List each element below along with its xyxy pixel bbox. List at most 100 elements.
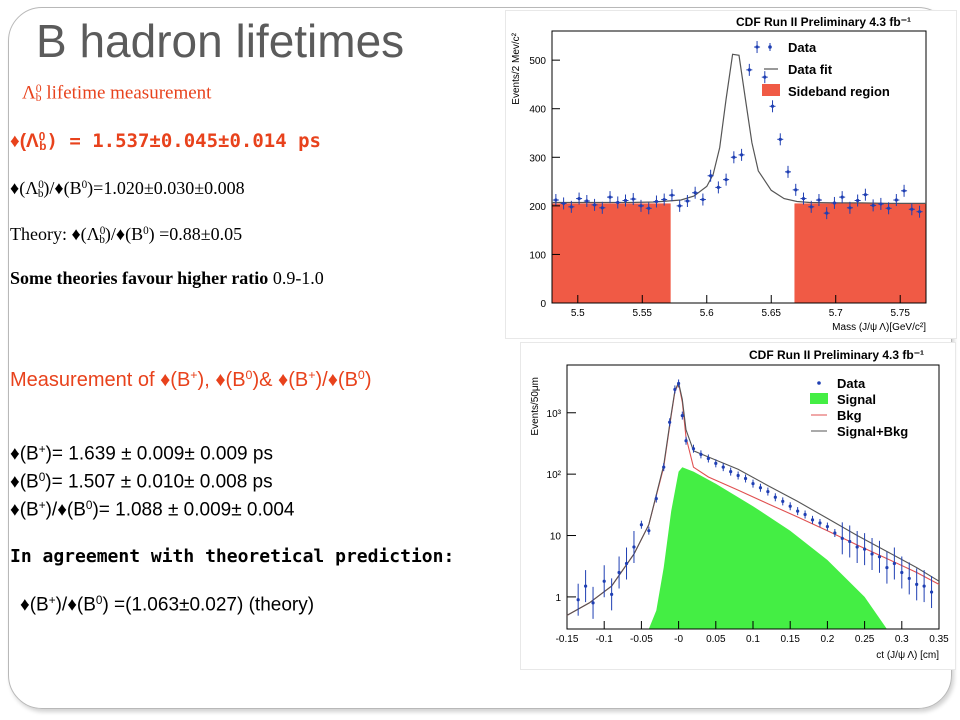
- y-tick-label: 300: [529, 153, 546, 164]
- data-point: [877, 555, 882, 559]
- data-point: [773, 495, 777, 499]
- data-point: [591, 601, 595, 605]
- data-point: [684, 439, 688, 443]
- data-point: [747, 68, 751, 72]
- data-point: [879, 202, 883, 206]
- data-point: [810, 518, 815, 522]
- legend-label-fit: Data fit: [788, 62, 833, 77]
- theory-b-line: ♦(B+)/♦(B0) =(1.063±0.027) (theory): [20, 594, 315, 616]
- data-point: [662, 465, 666, 469]
- data-point: [922, 584, 926, 588]
- data-point: [701, 197, 705, 202]
- data-point: [721, 465, 725, 469]
- measurement-heading: Measurement of ♦(B+), ♦(B0)& ♦(B+)/♦(B0): [10, 368, 372, 391]
- data-point: [894, 198, 898, 202]
- data-point: [794, 188, 798, 192]
- data-point: [870, 552, 874, 556]
- data-point: [801, 196, 806, 201]
- x-tick-label: 5.6: [700, 308, 714, 319]
- data-point: [871, 203, 875, 207]
- series-line-data-fit: [552, 53, 926, 204]
- data-point: [766, 489, 770, 494]
- data-point: [632, 545, 636, 549]
- y-tick-label: 0: [540, 299, 546, 310]
- ratio-line: ♦(Λ0b)/♦(B0)=1.020±0.030±0.008: [10, 178, 245, 200]
- legend-marker-data: [817, 381, 821, 385]
- data-point: [803, 512, 807, 517]
- data-point: [639, 204, 643, 208]
- data-point: [677, 381, 681, 386]
- data-point: [786, 170, 790, 174]
- b0-lifetime-line: ♦(B0)= 1.507 ± 0.010± 0.008 ps: [10, 471, 273, 493]
- ct-plot-panel: 1 10 10² 10³ -0.15 -0.1 -0.05 -0 0.05 0.1 0.15 0.2 0…: [520, 342, 956, 670]
- series-area-signal: [648, 467, 887, 629]
- data-point: [600, 206, 604, 210]
- data-point: [770, 104, 775, 108]
- data-point: [743, 476, 748, 481]
- slide-title: B hadron lifetimes: [36, 15, 405, 67]
- x-tick-label: 0.2: [820, 634, 834, 645]
- legend-label-total: Signal+Bkg: [837, 424, 908, 439]
- x-tick-label: 0.1: [746, 634, 760, 645]
- data-point: [840, 536, 844, 540]
- data-point: [758, 486, 763, 490]
- lambda-heading: Λ0b lifetime measurement: [22, 82, 212, 105]
- x-tick-label: -0.05: [630, 634, 653, 645]
- data-point: [729, 470, 733, 474]
- data-point: [724, 178, 728, 182]
- data-point: [817, 198, 821, 202]
- data-point: [584, 584, 588, 588]
- data-point: [668, 420, 672, 424]
- y-axis-label: Events/50μm: [530, 377, 541, 436]
- legend-label-data: Data: [837, 376, 866, 391]
- data-point: [631, 197, 635, 201]
- data-point: [796, 509, 800, 513]
- data-point: [848, 206, 852, 210]
- data-point: [863, 547, 867, 551]
- ct-distribution-chart: 1 10 10² 10³ -0.15 -0.1 -0.05 -0 0.05 0.1 0.15 0.2 0…: [530, 348, 949, 661]
- x-axis-label: Mass (J/ψ Λ)[GeV/c²]: [832, 322, 926, 333]
- data-point: [825, 524, 829, 529]
- data-point: [680, 413, 684, 418]
- data-point: [569, 205, 573, 209]
- data-point: [781, 499, 785, 503]
- data-point: [885, 566, 889, 570]
- data-point: [788, 504, 792, 508]
- data-point: [624, 561, 629, 566]
- data-point: [610, 592, 614, 596]
- x-tick-label: 0.25: [855, 634, 875, 645]
- data-point: [910, 207, 914, 211]
- y-tick-label: 400: [529, 105, 546, 116]
- data-point: [855, 545, 859, 549]
- data-point: [693, 191, 697, 195]
- data-point: [892, 561, 896, 566]
- x-tick-label: 0.3: [895, 634, 909, 645]
- y-tick-label: 10: [550, 532, 562, 543]
- series-line-signal-plus-bkg: [566, 380, 940, 616]
- data-point: [706, 456, 710, 461]
- data-point: [929, 590, 934, 594]
- data-point: [673, 387, 677, 392]
- data-point: [739, 153, 744, 157]
- b-ratio-line: ♦(B+)/♦(B0)= 1.088 ± 0.009± 0.004: [10, 499, 295, 521]
- data-point: [585, 199, 589, 203]
- x-tick-label: 5.65: [762, 308, 782, 319]
- y-tick-label: 1: [555, 593, 561, 604]
- data-point: [691, 447, 696, 451]
- data-point: [562, 201, 566, 206]
- tau-lambda-line: ♦(Λ0b) = 1.537±0.045±0.014 ps: [10, 130, 321, 153]
- data-point: [714, 461, 718, 465]
- data-point: [670, 193, 674, 197]
- x-tick-label: 5.7: [829, 308, 843, 319]
- x-tick-label: 0.35: [929, 634, 949, 645]
- x-tick-label: 0.15: [780, 634, 800, 645]
- data-point: [616, 200, 620, 205]
- data-point: [577, 196, 581, 201]
- x-tick-label: 0.05: [706, 634, 726, 645]
- y-tick-label: 10²: [547, 470, 562, 481]
- data-point: [608, 195, 612, 199]
- data-point: [576, 598, 580, 602]
- chart-title: CDF Run II Preliminary 4.3 fb⁻¹: [749, 348, 924, 362]
- x-axis-label: ct (J/ψ Λ) [cm]: [876, 650, 939, 661]
- some-theories-line: Some theories favour higher ratio 0.9-1.…: [10, 268, 324, 288]
